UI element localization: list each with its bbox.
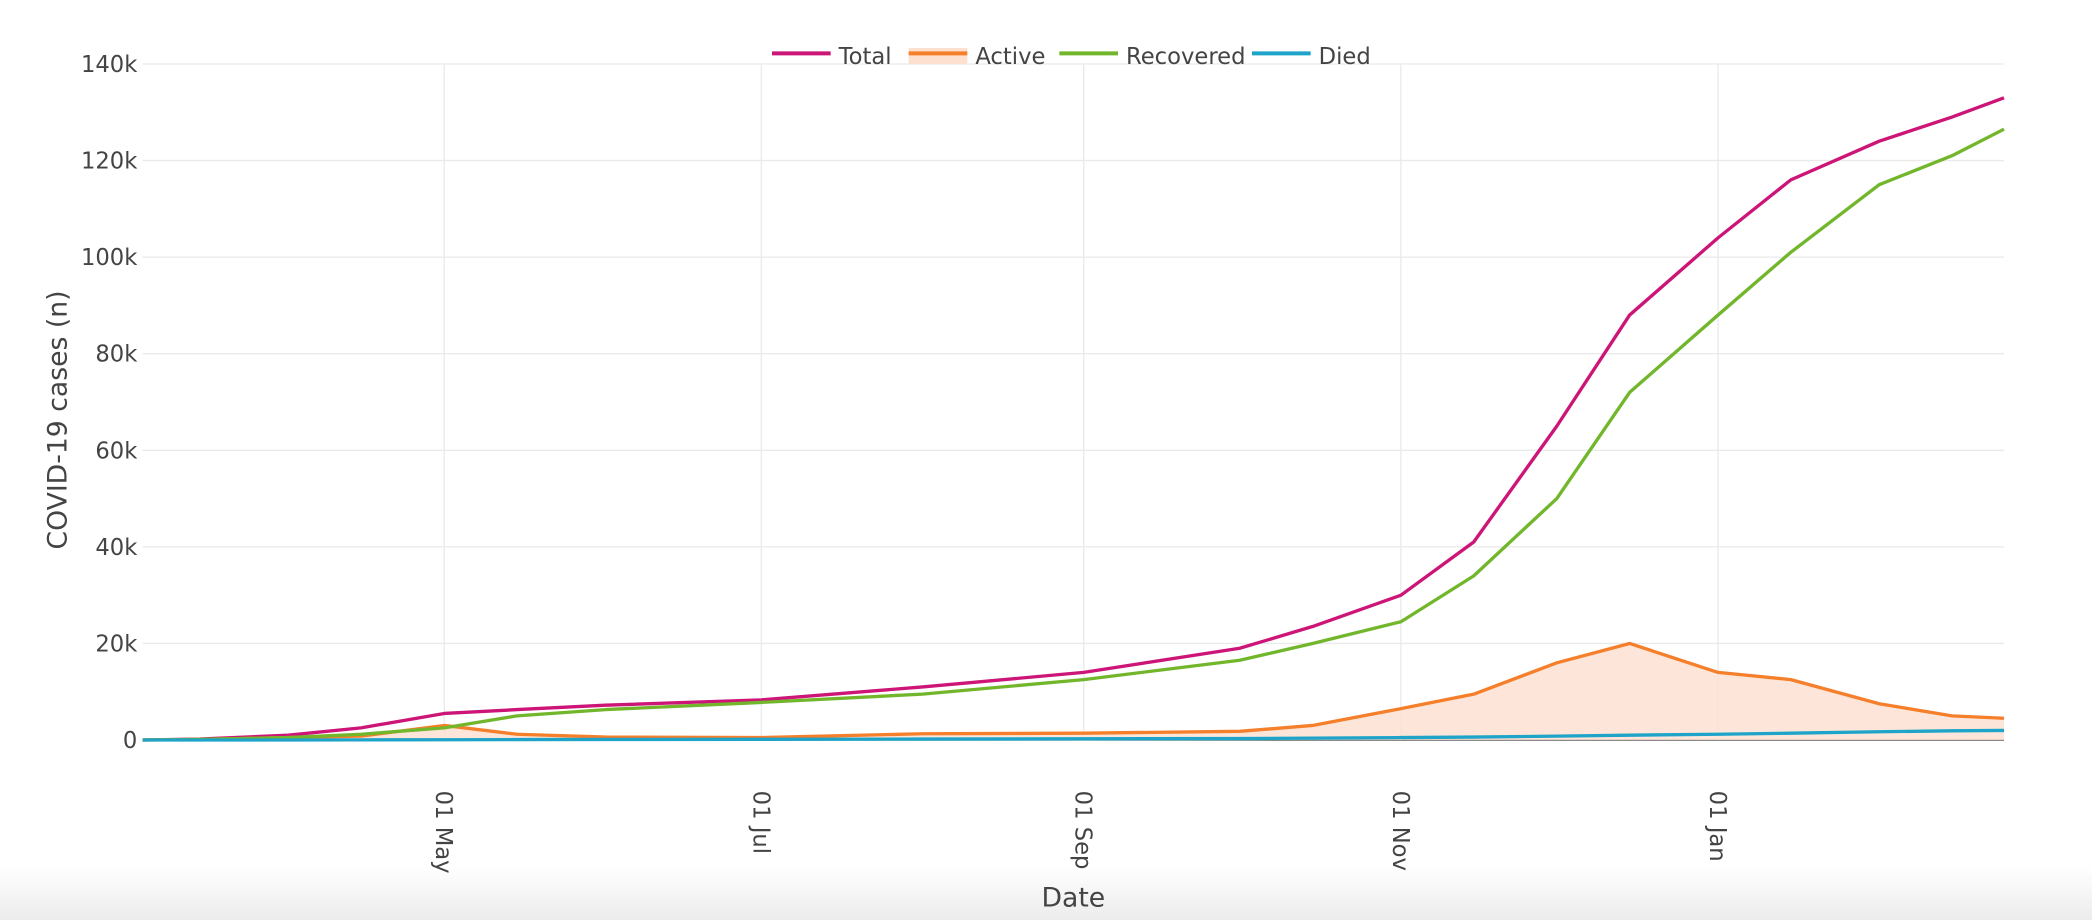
- x-axis-title: Date: [1041, 883, 1105, 914]
- y-tick-label: 0: [123, 728, 137, 754]
- x-tick-label: 01 Sep: [1070, 791, 1096, 870]
- legend-swatch: [908, 48, 968, 64]
- x-tick-label: 01 Jan: [1704, 791, 1730, 862]
- y-tick-label: 20k: [95, 631, 138, 657]
- legend-label: Active: [975, 44, 1045, 70]
- legend: Total Active Recovered Died: [772, 44, 1371, 70]
- x-tick-label: 01 May: [430, 791, 456, 874]
- grid: 0 20k 40k 60k 80k 100k 120k 140k 01 May 01 Jul 01 …: [81, 52, 2004, 874]
- legend-label: Total: [838, 44, 892, 70]
- y-tick-label: 80k: [95, 342, 138, 368]
- line-series: [142, 728, 2005, 742]
- bottom-shade: [0, 866, 2092, 920]
- y-tick-label: 40k: [95, 535, 138, 561]
- y-tick-label: 60k: [95, 438, 138, 464]
- y-tick-label: 120k: [81, 149, 138, 175]
- area-fill: [142, 643, 2005, 740]
- line-series: [142, 96, 2005, 742]
- x-tick-label: 01 Nov: [1387, 791, 1413, 871]
- y-tick-label: 100k: [81, 245, 138, 271]
- line-series: [142, 127, 2005, 742]
- legend-label: Died: [1319, 44, 1371, 70]
- x-tick-label: 01 Jul: [747, 791, 773, 854]
- y-tick-label: 140k: [81, 52, 138, 78]
- legend-label: Recovered: [1126, 44, 1245, 70]
- y-axis-title: COVID-19 cases (n): [43, 290, 74, 549]
- marks: [142, 96, 2005, 742]
